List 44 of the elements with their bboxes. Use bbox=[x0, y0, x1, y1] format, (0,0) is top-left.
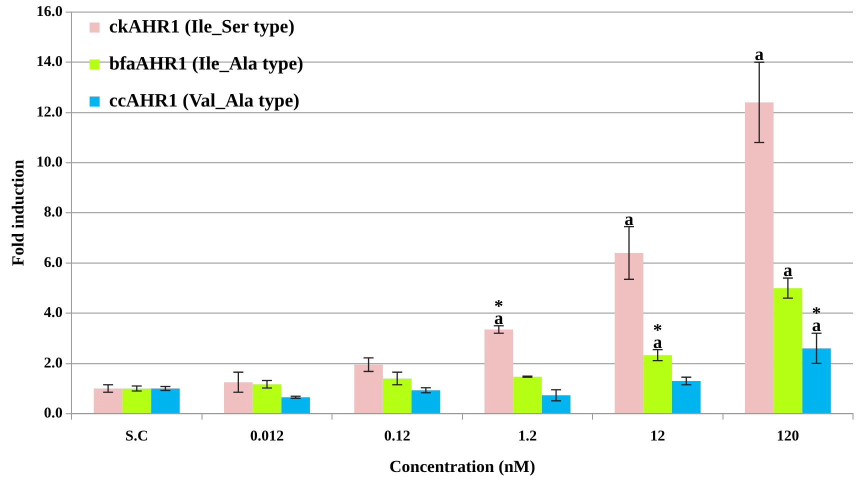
x-tick-label: 0.12 bbox=[384, 428, 410, 444]
bar bbox=[382, 378, 412, 413]
x-tick-label: 1.2 bbox=[518, 428, 537, 444]
data-label: * a bbox=[653, 320, 662, 352]
bar bbox=[354, 364, 383, 413]
y-tick-label: 12.0 bbox=[36, 104, 63, 120]
bar bbox=[802, 348, 831, 413]
bar bbox=[513, 376, 542, 413]
y-tick-label: 2.0 bbox=[44, 355, 63, 372]
y-tick-label: 6.0 bbox=[44, 254, 63, 271]
bar bbox=[281, 397, 310, 413]
y-tick-label: 8.0 bbox=[44, 204, 63, 221]
bar bbox=[122, 388, 152, 413]
y-tick-label: 0.0 bbox=[44, 405, 63, 422]
y-tick-label: 14.0 bbox=[36, 54, 63, 70]
x-tick-label: 0.012 bbox=[250, 428, 284, 444]
x-tick-label: 12 bbox=[650, 428, 666, 444]
bar bbox=[151, 388, 180, 413]
bar bbox=[94, 388, 122, 413]
bar bbox=[672, 380, 701, 413]
bar bbox=[774, 288, 802, 413]
legend-label: ccAHR1 (Val_Ala type) bbox=[109, 90, 300, 112]
y-axis-title: Fold induction bbox=[8, 159, 28, 266]
legend-label: bfaAHR1 (Ile_Ala type) bbox=[109, 53, 304, 74]
bar bbox=[484, 330, 514, 413]
y-tick-label: 10.0 bbox=[36, 154, 63, 170]
data-label: * a bbox=[494, 296, 504, 328]
bar bbox=[614, 252, 644, 413]
y-tick-label: 4.0 bbox=[44, 305, 63, 322]
data-label: a bbox=[754, 44, 764, 64]
bar bbox=[412, 390, 440, 413]
data-label: a bbox=[783, 260, 792, 280]
legend-label: ckAHR1 (Ile_Ser type) bbox=[109, 16, 295, 38]
x-tick-label: 120 bbox=[776, 428, 800, 444]
bar bbox=[224, 382, 253, 413]
x-tick-label: S.C bbox=[125, 428, 148, 444]
data-label: a bbox=[624, 208, 634, 229]
bar bbox=[252, 384, 282, 413]
y-tick-label: 16.0 bbox=[36, 4, 63, 20]
bar bbox=[542, 395, 570, 413]
data-label: * a bbox=[812, 303, 822, 336]
x-axis-title: Concentration (nM) bbox=[389, 457, 536, 476]
bar bbox=[744, 102, 774, 413]
bar bbox=[643, 355, 672, 413]
